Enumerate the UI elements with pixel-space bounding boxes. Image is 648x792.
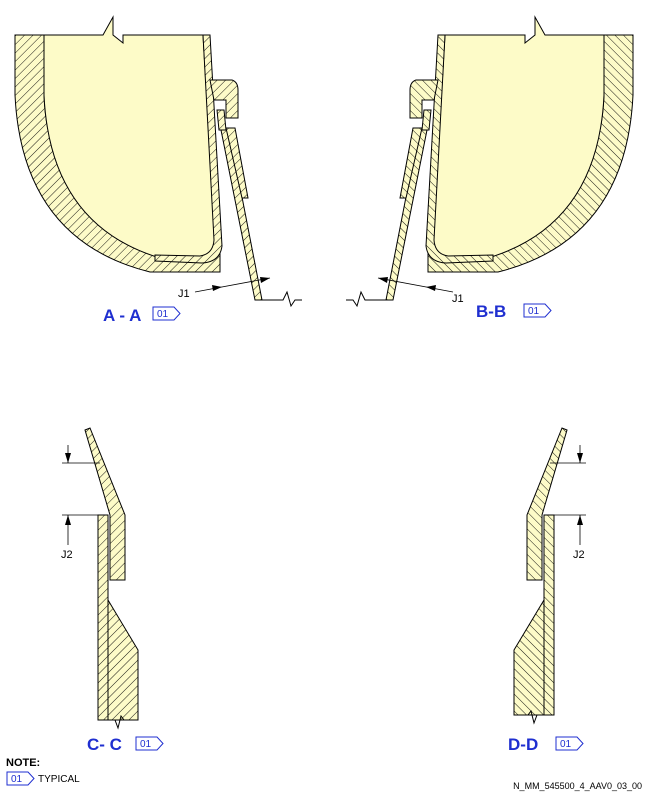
section-dd-dimension: J2 — [573, 549, 585, 561]
section-cc-bar — [97, 514, 109, 721]
section-cc-tag: 01 — [135, 736, 164, 751]
section-dd-title: D-D — [508, 735, 538, 754]
svg-text:01: 01 — [11, 774, 23, 785]
section-cc-break-line — [98, 714, 138, 730]
note-title: NOTE: — [6, 757, 40, 769]
section-aa-dimension: J1 — [178, 288, 190, 300]
section-aa-title: A - A — [103, 306, 141, 325]
svg-text:01: 01 — [528, 306, 540, 317]
section-cc-flange — [84, 427, 126, 581]
section-dd-view: J2 D-D 01 — [508, 427, 586, 754]
section-aa-view: J1 A - A 01 — [14, 15, 302, 325]
section-cc-view: J2 C- C 01 — [61, 427, 164, 754]
section-aa-panel-outer — [220, 129, 263, 301]
note-block: NOTE: 01 TYPICAL — [6, 757, 80, 786]
section-aa-break-line — [255, 290, 302, 308]
section-aa-clip — [216, 109, 227, 131]
section-aa-bracket — [209, 79, 239, 119]
section-aa-tag: 01 — [152, 306, 181, 321]
svg-text:01: 01 — [140, 739, 152, 750]
section-cc-dimension: J2 — [61, 549, 73, 561]
section-dd-tag: 01 — [555, 736, 584, 751]
section-bb-dimension: J1 — [452, 293, 464, 305]
section-aa-skin — [154, 34, 223, 264]
section-cc-wedge — [107, 598, 139, 721]
drawing-reference: N_MM_545500_4_AAV0_03_00 — [513, 781, 642, 791]
note-tag: 01 — [6, 771, 35, 786]
svg-text:01: 01 — [157, 309, 169, 320]
section-bb-title: B-B — [476, 302, 506, 321]
section-aa-panel-inner — [225, 127, 249, 199]
section-bb-view: J1 B-B 01 — [346, 15, 634, 321]
note-text: TYPICAL — [38, 774, 80, 785]
svg-text:01: 01 — [560, 739, 572, 750]
section-cc-title: C- C — [87, 735, 122, 754]
section-bb-tag: 01 — [523, 303, 552, 318]
